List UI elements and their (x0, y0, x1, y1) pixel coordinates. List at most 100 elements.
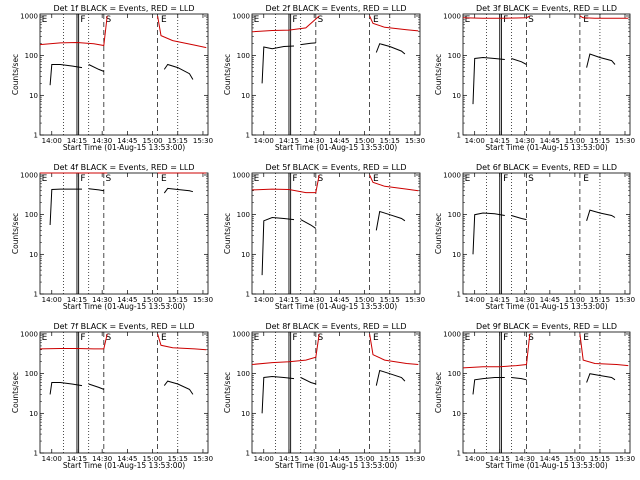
x-tick-label: 14:15 (67, 137, 87, 145)
x-tick-label: 15:30 (615, 296, 635, 304)
events-series-line (586, 373, 616, 383)
marker-label: E (161, 174, 167, 184)
x-axis-label: Start Time (01-Aug-15 13:53:00) (275, 302, 397, 311)
x-tick-label: 14:00 (254, 137, 274, 145)
plot-frame (462, 13, 631, 136)
panel-title: Det 8f BLACK = Events, RED = LLD (265, 322, 406, 331)
y-tick-label: 100 (237, 211, 250, 219)
plot-frame (39, 172, 209, 295)
marker-label: E (373, 174, 379, 184)
y-tick-label: 100 (25, 211, 38, 219)
events-series-line (88, 383, 104, 390)
x-tick-label: 14:00 (254, 296, 274, 304)
marker-label: S (106, 15, 112, 25)
x-tick-label: 15:00 (354, 455, 374, 463)
events-series-line (88, 64, 104, 72)
x-tick-label: 14:45 (117, 455, 137, 463)
x-tick-label: 14:30 (92, 455, 112, 463)
x-tick-label: 14:00 (42, 296, 62, 304)
x-axis-label: Start Time (01-Aug-15 13:53:00) (63, 461, 185, 470)
x-tick-label: 15:15 (168, 455, 188, 463)
y-tick-label: 1 (246, 291, 250, 299)
lld-series-line (579, 15, 629, 19)
y-tick-label: 10 (241, 251, 250, 259)
y-axis-label: Counts/sec (11, 54, 20, 95)
panel-det-4: Det 4f BLACK = Events, RED = LLD E F S E 1 10 1… (11, 163, 213, 311)
x-axis-label: Start Time (01-Aug-15 13:53:00) (485, 302, 607, 311)
x-tick-label: 15:00 (565, 455, 585, 463)
marker-label: S (528, 333, 534, 343)
marker-label: F (292, 174, 297, 184)
marker-label: F (80, 333, 85, 343)
panel-title: Det 3f BLACK = Events, RED = LLD (476, 4, 617, 13)
marker-label: E (465, 15, 471, 25)
panel-det-5: Det 5f BLACK = Events, RED = LLD E F S E 1 10 1… (223, 163, 425, 311)
marker-label: F (292, 15, 297, 25)
x-tick-label: 14:30 (304, 455, 324, 463)
panel-title: Det 7f BLACK = Events, RED = LLD (53, 322, 194, 331)
events-series-line (49, 382, 83, 395)
y-tick-label: 100 (448, 52, 461, 60)
y-tick-label: 1000 (20, 171, 38, 179)
x-tick-label: 15:30 (193, 455, 213, 463)
y-axis-label: Counts/sec (434, 213, 443, 254)
x-tick-label: 14:30 (515, 137, 535, 145)
y-tick-label: 100 (448, 211, 461, 219)
events-series-line (49, 64, 83, 86)
y-tick-label: 100 (237, 370, 250, 378)
lld-series-line (369, 333, 419, 365)
marker-label: S (318, 174, 324, 184)
events-series-line (261, 216, 295, 276)
y-tick-label: 1000 (443, 12, 461, 20)
marker-label: F (503, 15, 508, 25)
plot-frame (251, 172, 421, 295)
x-tick-label: 15:00 (354, 296, 374, 304)
plot-frame (39, 13, 209, 136)
x-tick-label: 14:00 (42, 455, 62, 463)
events-series-line (586, 209, 616, 221)
y-tick-label: 1 (246, 450, 250, 458)
y-tick-label: 1000 (20, 12, 38, 20)
x-tick-label: 14:00 (254, 455, 274, 463)
y-tick-label: 10 (452, 92, 461, 100)
x-tick-label: 15:15 (380, 137, 400, 145)
x-tick-label: 14:00 (465, 296, 485, 304)
marker-label: S (106, 174, 112, 184)
events-series-line (300, 42, 316, 46)
y-tick-label: 10 (452, 410, 461, 418)
marker-label: S (318, 333, 324, 343)
x-tick-label: 14:45 (329, 296, 349, 304)
x-axis-label: Start Time (01-Aug-15 13:53:00) (485, 461, 607, 470)
y-tick-label: 100 (25, 370, 38, 378)
y-tick-label: 10 (29, 251, 38, 259)
marker-label: E (465, 333, 471, 343)
x-tick-label: 14:15 (279, 137, 299, 145)
x-tick-label: 15:15 (380, 455, 400, 463)
panel-title: Det 4f BLACK = Events, RED = LLD (53, 163, 194, 172)
marker-label: E (42, 15, 48, 25)
lld-series-line (369, 15, 419, 32)
x-tick-label: 14:30 (304, 296, 324, 304)
panel-det-8: Det 8f BLACK = Events, RED = LLD E F S E 1 10 1… (223, 322, 425, 470)
y-tick-label: 10 (29, 410, 38, 418)
x-tick-label: 14:30 (92, 137, 112, 145)
lld-series-line (369, 174, 419, 192)
x-tick-label: 14:00 (42, 137, 62, 145)
panel-det-6: Det 6f BLACK = Events, RED = LLD E F S E 1 10 1… (434, 163, 635, 311)
x-tick-label: 14:45 (540, 137, 560, 145)
events-series-line (300, 219, 317, 229)
y-tick-label: 1000 (443, 171, 461, 179)
lld-series-line (579, 333, 629, 367)
y-axis-label: Counts/sec (223, 372, 232, 413)
marker-label: F (80, 15, 85, 25)
lld-series-line (462, 15, 531, 19)
y-tick-label: 1 (457, 291, 461, 299)
x-tick-label: 15:00 (142, 137, 162, 145)
x-tick-label: 14:30 (92, 296, 112, 304)
panel-title: Det 6f BLACK = Events, RED = LLD (476, 163, 617, 172)
x-axis-label: Start Time (01-Aug-15 13:53:00) (275, 461, 397, 470)
marker-label: S (318, 15, 324, 25)
x-tick-label: 15:15 (590, 296, 610, 304)
events-series-line (586, 53, 616, 68)
x-tick-label: 15:00 (565, 137, 585, 145)
